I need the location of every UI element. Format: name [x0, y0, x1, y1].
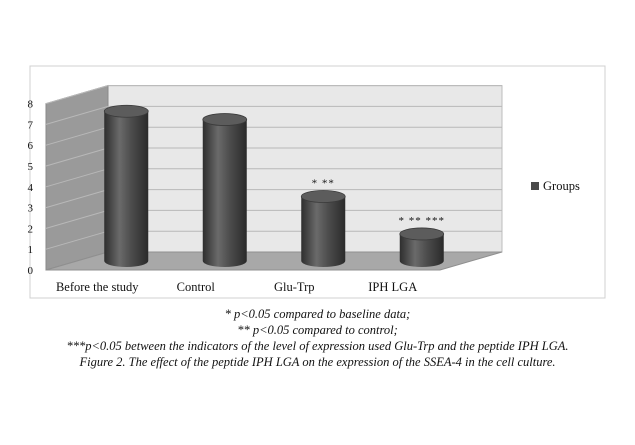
legend-swatch	[531, 182, 539, 190]
chart-frame	[29, 65, 606, 299]
bar-top	[103, 104, 149, 118]
caption-line-1: * p<0.05 compared to baseline data;	[224, 307, 411, 321]
gridline-side	[45, 126, 109, 146]
figure-caption: * p<0.05 compared to baseline data; ** p…	[0, 306, 635, 370]
bar-before-the-study	[103, 104, 149, 268]
bar-chart: 0 1 2 3 4 5 6 7 8 Before the study Control Glu-Trp…	[28, 65, 606, 299]
y-tick-label: 8	[28, 99, 34, 111]
legend-label: Groups	[543, 179, 580, 193]
gridline-side	[45, 85, 109, 105]
y-tick-label: 6	[28, 140, 34, 152]
caption-line-4: Figure 2. The effect of the peptide IPH …	[79, 355, 556, 369]
bar-body	[104, 111, 149, 268]
caption-line-2: ** p<0.05 compared to control;	[237, 323, 398, 337]
gridline-side	[45, 105, 109, 125]
x-category-label: Glu-Trp	[274, 280, 315, 294]
significance-annotation: * ** ***	[399, 215, 446, 227]
significance-annotation: * **	[312, 178, 335, 190]
bar-glu-trp	[300, 190, 346, 267]
gridline-side	[45, 168, 109, 188]
gridline-side	[45, 209, 109, 229]
gridline-side	[45, 189, 109, 209]
y-tick-label: 5	[28, 161, 34, 173]
gridline-side	[45, 230, 109, 250]
bar-body	[399, 233, 444, 267]
bar-control	[202, 113, 248, 267]
bar-body	[202, 119, 247, 267]
bar-iph-lga	[399, 227, 445, 267]
y-tick-label: 3	[28, 203, 34, 215]
bar-top	[399, 227, 445, 241]
bar-top	[300, 190, 346, 203]
x-category-label: Before the study	[56, 280, 139, 294]
bar-body	[301, 196, 346, 267]
y-tick-label: 4	[28, 182, 34, 194]
caption-line-3: ***p<0.05 between the indicators of the …	[66, 339, 569, 353]
bar-top	[202, 113, 248, 126]
y-tick-label: 2	[28, 223, 34, 235]
y-tick-label: 1	[28, 244, 34, 256]
x-category-label: Control	[177, 280, 216, 294]
x-category-label: IPH LGA	[368, 280, 417, 294]
y-tick-label: 0	[28, 265, 34, 277]
y-tick-label: 7	[28, 119, 34, 131]
chart-floor	[45, 251, 503, 271]
gridline-side	[45, 147, 109, 167]
